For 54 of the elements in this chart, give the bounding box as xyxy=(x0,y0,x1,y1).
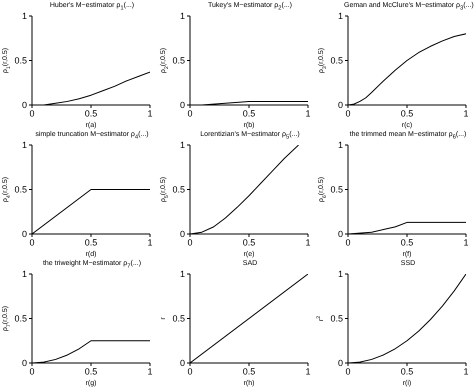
y-tick-label: 0 xyxy=(338,100,343,110)
y-tick-label: 0.5 xyxy=(330,314,343,324)
y-tick-label: 0.5 xyxy=(14,56,27,66)
y-tick-label: 0.5 xyxy=(172,184,185,195)
y-tick-label: 0 xyxy=(180,100,185,110)
y-tick-label: 0 xyxy=(338,358,343,368)
x-tick-label: 1 xyxy=(147,366,153,376)
y-tick-label: 0 xyxy=(180,358,185,368)
y-tick-label: 0.5 xyxy=(14,184,27,195)
y-tick-label: 0.5 xyxy=(330,184,343,195)
x-tick-label: 0.5 xyxy=(242,366,256,376)
y-tick-label: 0 xyxy=(22,358,27,368)
x-tick-label: 0 xyxy=(187,237,193,248)
x-tick-label: 0.5 xyxy=(242,108,256,118)
x-tick-label: 0 xyxy=(29,108,35,118)
x-tick-label: 0.5 xyxy=(84,237,98,248)
y-tick-label: 1 xyxy=(338,269,343,280)
x-tick-label: 0 xyxy=(345,237,351,248)
y-tick-label: 0.5 xyxy=(172,56,185,66)
x-tick-label: 0.5 xyxy=(400,366,414,376)
y-tick-label: 1 xyxy=(338,11,343,22)
y-tick-label: 1 xyxy=(22,140,27,150)
x-tick-label: 0 xyxy=(187,366,193,376)
x-tick-label: 1 xyxy=(147,237,153,248)
x-tick-label: 1 xyxy=(305,366,311,376)
x-tick-label: 1 xyxy=(147,108,153,118)
y-tick-label: 0.5 xyxy=(330,56,343,66)
x-tick-label: 0.5 xyxy=(400,237,414,248)
y-tick-label: 0.5 xyxy=(172,314,185,324)
y-tick-label: 0 xyxy=(180,229,185,240)
y-tick-label: 1 xyxy=(180,269,185,280)
x-tick-label: 1 xyxy=(463,108,469,118)
x-tick-label: 0 xyxy=(187,108,193,118)
y-tick-label: 0.5 xyxy=(14,314,27,324)
y-tick-label: 1 xyxy=(22,11,27,22)
x-tick-label: 1 xyxy=(463,237,469,248)
y-tick-label: 1 xyxy=(338,140,343,150)
y-tick-label: 1 xyxy=(180,11,185,22)
y-tick-label: 0 xyxy=(22,229,27,240)
y-tick-label: 1 xyxy=(22,269,27,280)
x-tick-label: 0.5 xyxy=(84,366,98,376)
x-tick-label: 0 xyxy=(345,108,351,118)
y-tick-label: 0 xyxy=(22,100,27,110)
x-tick-label: 1 xyxy=(305,108,311,118)
x-tick-label: 0.5 xyxy=(84,108,98,118)
y-tick-label: 1 xyxy=(180,140,185,150)
y-tick-label: 0 xyxy=(338,229,343,240)
x-tick-label: 0 xyxy=(29,237,35,248)
x-tick-label: 1 xyxy=(305,237,311,248)
x-tick-label: 0.5 xyxy=(400,108,414,118)
x-tick-label: 0.5 xyxy=(242,237,256,248)
x-tick-label: 1 xyxy=(463,366,469,376)
x-tick-label: 0 xyxy=(29,366,35,376)
x-tick-label: 0 xyxy=(345,366,351,376)
